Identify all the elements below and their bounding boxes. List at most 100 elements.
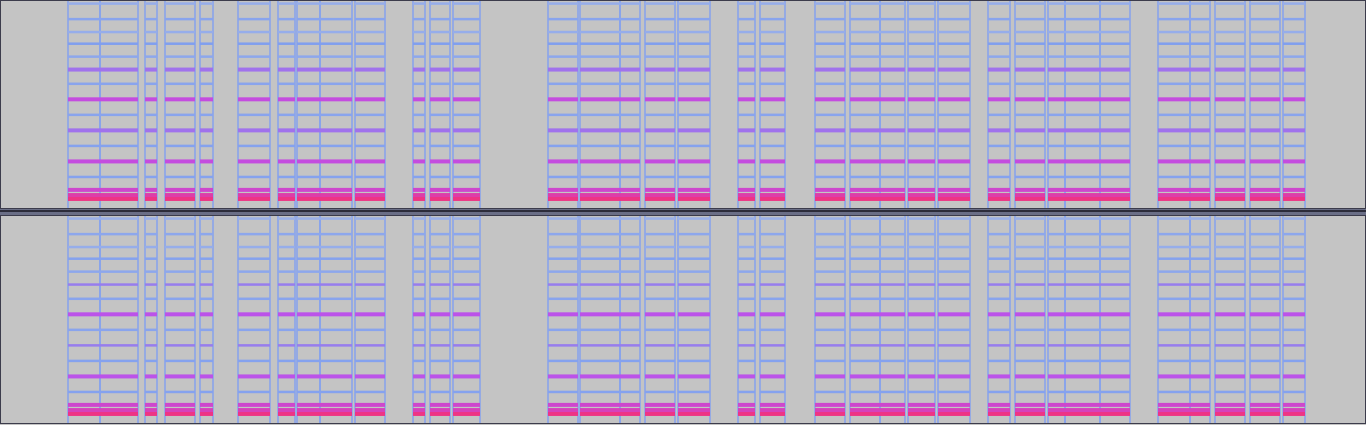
harmonic-band (1215, 283, 1245, 286)
harmonic-band (1158, 217, 1190, 220)
harmonic-band (238, 412, 270, 416)
harmonic-band (620, 188, 640, 192)
harmonic-band (453, 18, 480, 21)
harmonic-band (1065, 68, 1100, 72)
harmonic-band (548, 31, 578, 34)
harmonic-band (1100, 257, 1130, 260)
harmonic-band (1100, 193, 1130, 197)
harmonic-band (278, 412, 295, 416)
harmonic-band (1190, 176, 1210, 179)
harmonic-band (165, 18, 195, 21)
harmonic-band (938, 270, 970, 273)
harmonic-band (580, 246, 620, 249)
harmonic-band (908, 374, 935, 378)
harmonic-band (165, 42, 195, 45)
harmonic-band (453, 68, 480, 72)
harmonic-band (938, 18, 970, 21)
harmonic-band (430, 128, 450, 132)
harmonic-band (908, 18, 935, 21)
harmonic-band (1048, 403, 1065, 407)
harmonic-band (165, 391, 195, 394)
harmonic-band (1158, 159, 1190, 163)
harmonic-band (320, 68, 352, 72)
harmonic-band (200, 412, 213, 416)
harmonic-band (645, 374, 675, 378)
harmonic-band (100, 176, 138, 179)
harmonic-band (145, 176, 157, 179)
harmonic-band (278, 217, 295, 220)
panel-frame (1, 1, 1366, 209)
harmonic-band (548, 270, 578, 273)
harmonic-band (738, 42, 755, 45)
harmonic-band (1065, 257, 1100, 260)
harmonic-band (1283, 257, 1305, 260)
harmonic-band (645, 42, 675, 45)
harmonic-band (1250, 42, 1280, 45)
harmonic-band (580, 55, 620, 58)
harmonic-band (760, 217, 785, 220)
harmonic-band (678, 128, 710, 132)
harmonic-band (880, 403, 905, 407)
harmonic-band (580, 97, 620, 101)
harmonic-band (413, 403, 425, 407)
harmonic-band (1015, 83, 1045, 86)
harmonic-band (738, 18, 755, 21)
harmonic-band (1015, 42, 1045, 45)
harmonic-band (1190, 312, 1210, 316)
harmonic-band (815, 391, 845, 394)
harmonic-band (1190, 83, 1210, 86)
harmonic-band (1215, 197, 1245, 201)
harmonic-band (1250, 193, 1280, 197)
harmonic-band (1215, 55, 1245, 58)
harmonic-band (580, 83, 620, 86)
harmonic-band (453, 374, 480, 378)
harmonic-band (430, 408, 450, 412)
harmonic-band (145, 55, 157, 58)
harmonic-band (1283, 145, 1305, 148)
harmonic-band (453, 283, 480, 286)
harmonic-band (880, 360, 905, 363)
harmonic-band (620, 270, 640, 273)
harmonic-band (1065, 329, 1100, 332)
harmonic-band (678, 188, 710, 192)
harmonic-band (453, 176, 480, 179)
harmonic-band (278, 233, 295, 236)
harmonic-band (678, 42, 710, 45)
harmonic-band (1190, 412, 1210, 416)
harmonic-band (145, 391, 157, 394)
harmonic-band (850, 257, 880, 260)
harmonic-band (760, 97, 785, 101)
harmonic-band (988, 408, 1010, 412)
harmonic-band (1283, 31, 1305, 34)
harmonic-band (145, 374, 157, 378)
harmonic-band (453, 128, 480, 132)
harmonic-band (938, 217, 970, 220)
harmonic-band (1215, 270, 1245, 273)
harmonic-band (320, 193, 352, 197)
harmonic-band (880, 188, 905, 192)
harmonic-band (1100, 246, 1130, 249)
harmonic-band (938, 2, 970, 4)
harmonic-band (100, 344, 138, 347)
harmonic-band (738, 283, 755, 286)
harmonic-band (580, 412, 620, 416)
harmonic-band (548, 176, 578, 179)
harmonic-band (988, 217, 1010, 220)
harmonic-band (880, 193, 905, 197)
panel-frame (1, 216, 1366, 424)
harmonic-band (1100, 233, 1130, 236)
harmonic-band (548, 68, 578, 72)
harmonic-band (1250, 31, 1280, 34)
harmonic-band (430, 374, 450, 378)
harmonic-band (1190, 55, 1210, 58)
harmonic-band (1100, 31, 1130, 34)
harmonic-band (580, 18, 620, 21)
harmonic-band (548, 97, 578, 101)
harmonic-band (68, 283, 100, 286)
harmonic-band (1048, 408, 1065, 412)
harmonic-band (413, 270, 425, 273)
harmonic-band (760, 42, 785, 45)
harmonic-band (1015, 257, 1045, 260)
harmonic-band (355, 188, 385, 192)
harmonic-band (1190, 233, 1210, 236)
